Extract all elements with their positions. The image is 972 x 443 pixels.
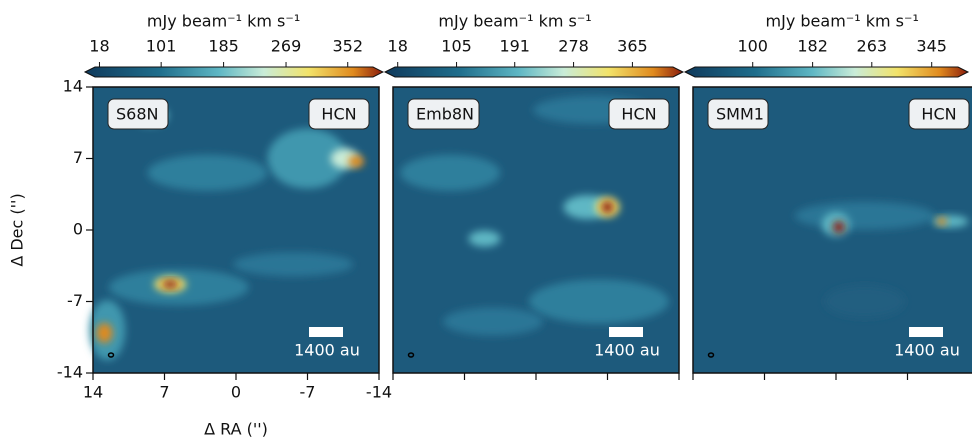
- line-label: HCN: [621, 105, 656, 124]
- line-box: [308, 98, 370, 130]
- emission-blob: [601, 201, 614, 214]
- colorbar-label: mJy beam⁻¹ km s⁻¹: [766, 12, 919, 31]
- source-label: SMM1: [716, 105, 764, 124]
- colorbar-tick-label: 18: [388, 37, 408, 56]
- y-tick-label: -7: [67, 291, 83, 310]
- y-tick-label: 14: [63, 77, 83, 96]
- colorbar-tick-label: 278: [558, 37, 589, 56]
- line-box: [608, 98, 670, 130]
- emission-blob: [443, 307, 544, 336]
- colorbar-label: mJy beam⁻¹ km s⁻¹: [438, 12, 591, 31]
- emission-blob: [233, 252, 354, 277]
- scalebar: [909, 327, 943, 337]
- emission-blob: [400, 154, 501, 191]
- x-tick-label: -14: [366, 383, 392, 402]
- emission-blob: [832, 221, 845, 234]
- source-label: Emb8N: [416, 105, 474, 124]
- colorbar-tick-label: 18: [89, 37, 109, 56]
- y-axis-label: Δ Dec (''): [8, 193, 27, 266]
- emission-blob: [468, 230, 501, 247]
- x-tick-label: -7: [300, 383, 316, 402]
- colorbar-tick-label: 105: [441, 37, 472, 56]
- line-label: HCN: [921, 105, 956, 124]
- x-axis-label: Δ RA (''): [204, 420, 268, 439]
- colorbar-tick-label: 352: [332, 37, 363, 56]
- colorbar-tick-label: 345: [916, 37, 947, 56]
- y-tick-label: 7: [73, 148, 83, 167]
- beam: [707, 352, 715, 358]
- colorbar: [83, 66, 385, 78]
- source-box: [407, 98, 480, 130]
- x-tick-label: 14: [83, 383, 103, 402]
- colorbar-tick-label: 263: [857, 37, 888, 56]
- scalebar-label: 1400 au: [894, 341, 960, 360]
- colorbar: [683, 66, 970, 78]
- beam: [107, 352, 115, 358]
- y-tick-label: -14: [57, 363, 83, 382]
- scalebar: [309, 327, 343, 337]
- emission-blob: [147, 154, 268, 191]
- x-tick-label: 7: [159, 383, 169, 402]
- colorbar-tick-label: 365: [617, 37, 648, 56]
- emission-blob: [824, 285, 905, 318]
- line-box: [908, 98, 970, 130]
- scalebar-label: 1400 au: [294, 341, 360, 360]
- colorbar-tick-label: 269: [271, 37, 302, 56]
- line-label: HCN: [321, 105, 356, 124]
- scalebar-label: 1400 au: [594, 341, 660, 360]
- source-label: S68N: [116, 105, 158, 124]
- colorbar-tick-label: 101: [146, 37, 177, 56]
- emission-blob: [96, 322, 113, 343]
- source-box: [707, 98, 769, 130]
- scalebar: [609, 327, 643, 337]
- colorbar-tick-label: 182: [797, 37, 828, 56]
- y-tick-label: 0: [73, 220, 83, 239]
- emission-blob: [162, 280, 179, 289]
- colorbar-label: mJy beam⁻¹ km s⁻¹: [147, 12, 300, 31]
- emission-blob: [528, 279, 669, 324]
- source-box: [107, 98, 169, 130]
- emission-blob: [267, 128, 348, 189]
- emission-blob: [936, 217, 947, 226]
- colorbar-tick-label: 191: [499, 37, 530, 56]
- colorbar: [383, 66, 685, 78]
- colorbar-tick-label: 100: [737, 37, 768, 56]
- beam: [407, 352, 415, 358]
- emission-blob: [794, 201, 935, 230]
- x-tick-label: 0: [231, 383, 241, 402]
- colorbar-tick-label: 185: [208, 37, 239, 56]
- emission-blob: [348, 155, 365, 168]
